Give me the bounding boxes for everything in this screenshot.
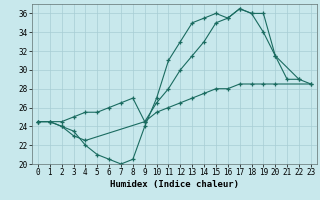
X-axis label: Humidex (Indice chaleur): Humidex (Indice chaleur) <box>110 180 239 189</box>
